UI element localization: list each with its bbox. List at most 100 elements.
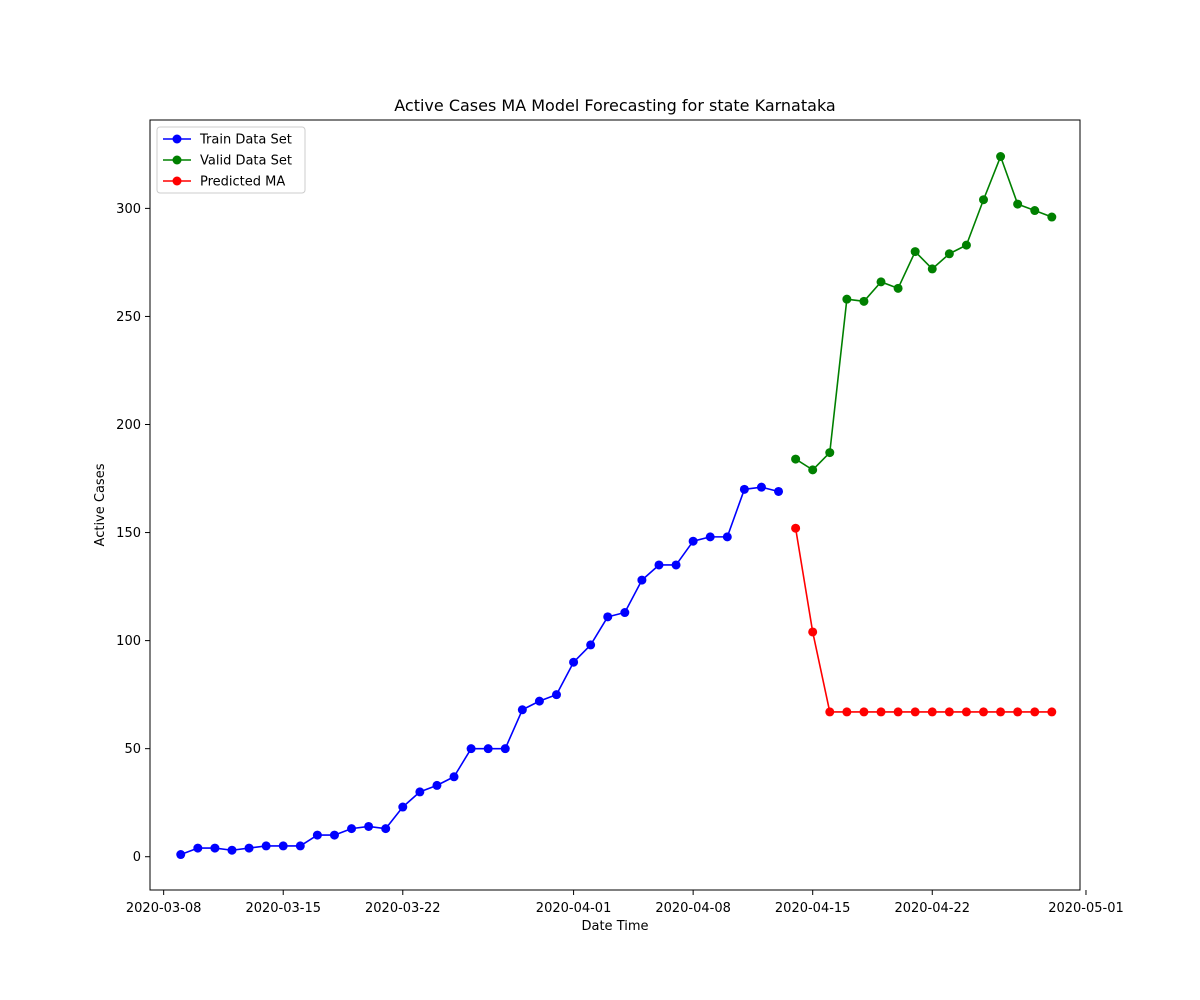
legend-item-valid-data-set: Valid Data Set	[163, 154, 292, 169]
series-line-predicted-ma	[794, 528, 1052, 713]
data-point-predicted-ma	[979, 707, 988, 717]
data-point-predicted-ma	[910, 707, 920, 717]
data-point-predicted-ma	[893, 707, 903, 717]
legend-label: Predicted MA	[200, 175, 285, 190]
data-point-train-data-set	[176, 850, 186, 860]
data-point-predicted-ma	[927, 707, 937, 717]
data-point-train-data-set	[722, 532, 732, 542]
data-point-valid-data-set	[893, 283, 903, 293]
data-point-valid-data-set	[996, 152, 1006, 162]
data-point-train-data-set	[329, 830, 339, 840]
data-point-train-data-set	[500, 744, 510, 754]
data-point-valid-data-set	[979, 195, 988, 205]
series-valid-data-set	[791, 152, 1057, 475]
legend-item-predicted-ma: Predicted MA	[163, 175, 285, 190]
data-point-train-data-set	[586, 640, 596, 650]
data-point-valid-data-set	[910, 247, 920, 257]
data-point-train-data-set	[244, 843, 254, 853]
data-point-predicted-ma	[1013, 707, 1023, 717]
y-tick-label: 150	[116, 526, 141, 541]
data-point-train-data-set	[449, 772, 459, 782]
legend-item-train-data-set: Train Data Set	[163, 133, 292, 148]
data-point-train-data-set	[432, 780, 442, 790]
data-point-train-data-set	[534, 696, 544, 706]
data-point-train-data-set	[620, 608, 630, 618]
data-point-train-data-set	[739, 484, 749, 494]
data-point-predicted-ma	[808, 627, 818, 637]
data-point-predicted-ma	[1030, 707, 1040, 717]
data-point-valid-data-set	[1047, 212, 1057, 222]
data-point-predicted-ma	[961, 707, 971, 717]
data-point-train-data-set	[398, 802, 408, 812]
data-point-train-data-set	[466, 744, 476, 754]
data-point-valid-data-set	[791, 454, 801, 464]
data-point-train-data-set	[278, 841, 288, 851]
data-point-train-data-set	[347, 824, 357, 834]
legend-label: Valid Data Set	[200, 154, 292, 169]
y-tick-label: 100	[116, 634, 141, 649]
data-point-train-data-set	[210, 843, 220, 853]
data-point-predicted-ma	[996, 707, 1006, 717]
data-point-train-data-set	[569, 657, 579, 667]
y-axis: 0 50 100 150 200 250 300	[116, 202, 150, 865]
data-point-valid-data-set	[927, 264, 937, 274]
data-point-train-data-set	[688, 536, 698, 546]
data-point-train-data-set	[637, 575, 647, 585]
x-tick-label: 2020-03-08	[126, 901, 202, 916]
legend-box	[156, 126, 306, 194]
data-point-predicted-ma	[791, 523, 801, 533]
data-point-valid-data-set	[1013, 199, 1023, 209]
data-point-predicted-ma	[944, 707, 954, 717]
data-point-train-data-set	[381, 824, 391, 834]
legend-marker	[172, 134, 182, 144]
data-point-valid-data-set	[944, 249, 954, 259]
y-axis-title: Active Cases	[93, 463, 108, 546]
data-point-train-data-set	[295, 841, 305, 851]
legend-marker	[172, 176, 182, 186]
data-point-train-data-set	[671, 560, 681, 570]
data-point-valid-data-set	[876, 277, 886, 287]
data-point-train-data-set	[364, 821, 374, 831]
y-tick-label: 50	[124, 742, 141, 757]
legend-marker	[172, 155, 182, 165]
x-axis-title: Date Time	[581, 919, 648, 934]
series-line-valid-data-set	[795, 155, 1053, 471]
data-point-train-data-set	[552, 690, 561, 700]
data-point-valid-data-set	[1030, 206, 1040, 216]
series-predicted-ma	[791, 523, 1057, 717]
data-point-train-data-set	[415, 787, 425, 797]
data-point-train-data-set	[227, 845, 237, 855]
y-tick-label: 0	[133, 850, 141, 865]
plot-area	[176, 152, 1057, 860]
data-point-valid-data-set	[842, 294, 852, 304]
x-tick-label: 2020-05-01	[1048, 901, 1124, 916]
y-tick-label: 200	[116, 418, 141, 433]
data-point-train-data-set	[774, 486, 784, 496]
data-point-valid-data-set	[859, 296, 869, 306]
data-point-valid-data-set	[808, 465, 818, 475]
x-tick-label: 2020-04-22	[894, 901, 970, 916]
data-point-valid-data-set	[825, 448, 835, 458]
x-tick-label: 2020-03-22	[365, 901, 441, 916]
data-point-train-data-set	[603, 612, 613, 622]
data-point-predicted-ma	[842, 707, 852, 717]
data-point-train-data-set	[654, 560, 664, 570]
x-tick-label: 2020-04-15	[775, 901, 851, 916]
series-train-data-set	[176, 482, 784, 860]
data-point-train-data-set	[705, 532, 715, 542]
data-point-predicted-ma	[1047, 707, 1057, 717]
y-tick-label: 300	[116, 202, 141, 217]
data-point-valid-data-set	[961, 240, 971, 250]
x-tick-label: 2020-03-15	[245, 901, 321, 916]
data-point-train-data-set	[312, 830, 322, 840]
data-point-train-data-set	[193, 843, 203, 853]
data-point-train-data-set	[517, 705, 527, 715]
data-point-train-data-set	[483, 744, 493, 754]
data-point-predicted-ma	[876, 707, 886, 717]
x-tick-label: 2020-04-08	[655, 901, 731, 916]
chart-title: Active Cases MA Model Forecasting for st…	[394, 96, 835, 115]
data-point-train-data-set	[261, 841, 271, 851]
data-point-predicted-ma	[825, 707, 835, 717]
y-tick-label: 250	[116, 310, 141, 325]
